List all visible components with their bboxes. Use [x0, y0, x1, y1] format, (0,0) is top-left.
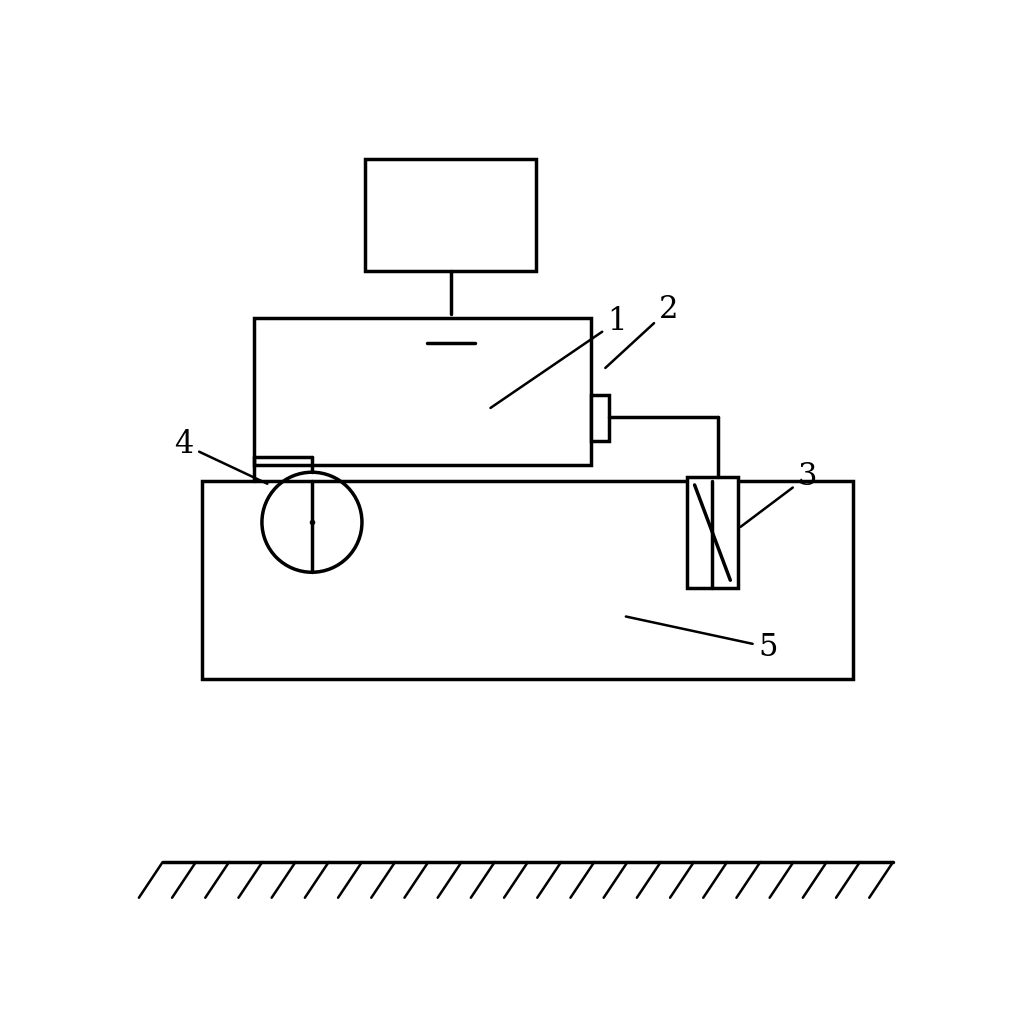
- Bar: [202, 480, 854, 679]
- Bar: [254, 319, 591, 465]
- Bar: [365, 160, 536, 270]
- Bar: [591, 395, 609, 441]
- Text: 2: 2: [606, 294, 679, 368]
- Bar: [687, 477, 739, 588]
- Text: 5: 5: [626, 617, 778, 663]
- Text: 3: 3: [741, 461, 817, 527]
- Text: 4: 4: [175, 429, 268, 484]
- Text: 1: 1: [490, 306, 627, 408]
